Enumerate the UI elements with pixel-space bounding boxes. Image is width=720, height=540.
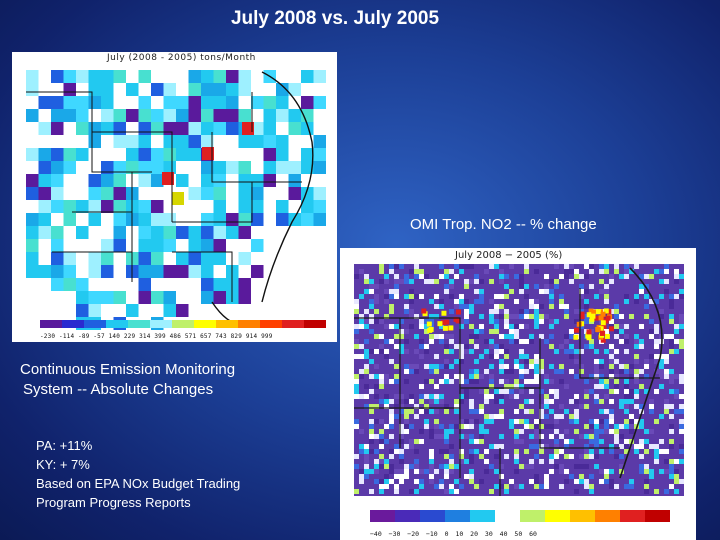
omi-map-label: OMI Trop. NO2 -- % change bbox=[410, 216, 597, 233]
state-stats: PA: +11% KY: + 7% Based on EPA NOx Budge… bbox=[36, 436, 240, 512]
cems-grid-map-graphic bbox=[26, 70, 326, 330]
omi-grid-map-graphic bbox=[354, 264, 684, 522]
slide-title: July 2008 vs. July 2005 bbox=[230, 8, 440, 29]
stat-source-line2: Program Progress Reports bbox=[36, 495, 191, 510]
omi-colorbar-ticks: −40 −30 −20 −10 0 10 20 30 40 50 60 bbox=[370, 530, 537, 538]
omi-map-caption: July 2008 − 2005 (%) bbox=[455, 250, 563, 261]
stat-source-line1: Based on EPA NOx Budget Trading bbox=[36, 476, 241, 491]
cems-heading-line1: Continuous Emission Monitoring bbox=[20, 361, 236, 378]
stat-ky: KY: + 7% bbox=[36, 457, 90, 472]
cems-heading: Continuous Emission Monitoring System --… bbox=[20, 360, 235, 400]
cems-map-caption: July (2008 - 2005) tons/Month bbox=[107, 53, 256, 63]
cems-colorbar-ticks: -230 -114 -89 -57 140 229 314 399 486 57… bbox=[40, 333, 273, 340]
omi-no2-change-map: July 2008 − 2005 (%) −40 −30 −20 −10 0 1… bbox=[340, 248, 696, 540]
cems-heading-line2: System -- Absolute Changes bbox=[23, 381, 214, 398]
cems-change-map: July (2008 - 2005) tons/Month -230 -114 … bbox=[12, 52, 337, 342]
stat-pa: PA: +11% bbox=[36, 438, 93, 453]
